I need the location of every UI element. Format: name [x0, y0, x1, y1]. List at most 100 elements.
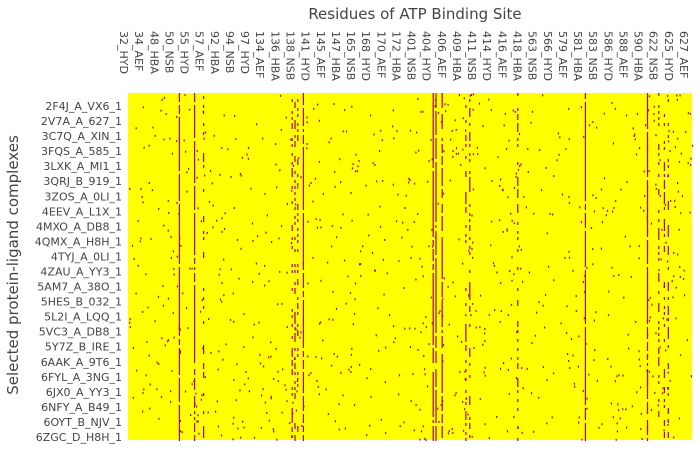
- heatmap-cell: [469, 285, 471, 288]
- heatmap-cell: [584, 132, 586, 135]
- heatmap-cell: [197, 420, 199, 423]
- heatmap-cell: [469, 351, 471, 354]
- heatmap-cell: [291, 201, 293, 204]
- heatmap-cell: [394, 337, 396, 340]
- heatmap-cell: [641, 438, 643, 440]
- heatmap-cell: [441, 288, 443, 291]
- heatmap-cell: [658, 339, 660, 342]
- heatmap-cell: [646, 396, 649, 399]
- heatmap-cell: [154, 320, 156, 323]
- heatmap-cell: [189, 108, 191, 111]
- heatmap-cell: [441, 309, 443, 312]
- heatmap-cell: [684, 294, 686, 297]
- heatmap-cell: [291, 393, 293, 396]
- heatmap-cell: [452, 281, 454, 284]
- heatmap-cell: [178, 120, 180, 123]
- heatmap-cell: [465, 336, 467, 339]
- heatmap-cell: [297, 372, 299, 375]
- heatmap-cell: [658, 147, 660, 150]
- heatmap-cell: [507, 369, 509, 371]
- heatmap-cell: [677, 137, 679, 140]
- heatmap-cell: [194, 351, 196, 354]
- heatmap-cell: [584, 234, 586, 237]
- heatmap-cell: [257, 235, 259, 238]
- heatmap-cell: [194, 321, 196, 324]
- heatmap-cell: [176, 201, 178, 204]
- heatmap-cell: [266, 214, 268, 217]
- heatmap-cell: [457, 335, 459, 338]
- heatmap-cell: [639, 206, 642, 209]
- heatmap-cell: [375, 334, 377, 337]
- heatmap-cell: [194, 171, 196, 174]
- heatmap-cell: [194, 240, 196, 243]
- heatmap-cell: [302, 282, 304, 285]
- heatmap-cell: [291, 309, 293, 312]
- heatmap-cell: [413, 429, 415, 432]
- heatmap-cell: [513, 187, 515, 189]
- heatmap-cell: [432, 135, 434, 138]
- heatmap-cell: [520, 163, 522, 166]
- heatmap-cell: [291, 288, 293, 291]
- heatmap-cell: [194, 204, 196, 207]
- heatmap-cell: [646, 150, 649, 153]
- heatmap-cell: [465, 138, 467, 141]
- heatmap-cell: [360, 250, 362, 253]
- heatmap-cell: [663, 183, 665, 186]
- heatmap-cell: [133, 257, 135, 260]
- heatmap-cell: [484, 328, 486, 330]
- heatmap-cell: [650, 222, 653, 225]
- heatmap-cell: [385, 346, 387, 349]
- heatmap-cell: [646, 255, 649, 258]
- heatmap-cell: [379, 205, 381, 208]
- heatmap-cell: [468, 294, 470, 297]
- heatmap-cell: [683, 277, 685, 280]
- heatmap-cell: [194, 216, 196, 219]
- heatmap-cell: [381, 139, 383, 142]
- heatmap-cell: [667, 318, 669, 321]
- heatmap-cell: [197, 207, 199, 210]
- heatmap-cell: [321, 357, 323, 360]
- heatmap-cell: [132, 347, 134, 349]
- heatmap-cell: [584, 141, 586, 144]
- heatmap-cell: [185, 150, 187, 153]
- heatmap-cell: [469, 219, 471, 222]
- heatmap-cell: [646, 357, 649, 360]
- heatmap-cell: [588, 124, 591, 127]
- heatmap-cell: [584, 396, 586, 399]
- heatmap-cell: [432, 381, 434, 384]
- heatmap-cell: [646, 330, 649, 333]
- heatmap-cell: [291, 246, 293, 249]
- heatmap-cell: [663, 246, 665, 249]
- heatmap-cell: [646, 216, 648, 219]
- heatmap-cell: [281, 411, 283, 414]
- heatmap-cell: [276, 186, 278, 189]
- heatmap-cell: [203, 372, 205, 375]
- heatmap-cell: [302, 138, 304, 141]
- x-tick-label: 147_HBA: [329, 31, 342, 81]
- heatmap-cell: [297, 108, 299, 111]
- heatmap-cell: [291, 264, 293, 267]
- heatmap-cell: [646, 195, 649, 198]
- heatmap-cell: [203, 105, 205, 108]
- heatmap-cell: [223, 258, 225, 261]
- heatmap-cell: [313, 107, 315, 110]
- heatmap-cell: [441, 159, 443, 162]
- heatmap-cell: [247, 377, 249, 380]
- heatmap-cell: [218, 350, 220, 353]
- y-tick-label: 6ZGC_D_H8H_1: [36, 431, 122, 444]
- heatmap-cell: [178, 378, 180, 381]
- heatmap-cell: [601, 423, 603, 426]
- heatmap-cell: [294, 339, 296, 342]
- heatmap-cell: [291, 420, 293, 423]
- heatmap-cell: [420, 110, 422, 113]
- heatmap-cell: [626, 426, 628, 429]
- heatmap-cell: [441, 261, 443, 264]
- heatmap-cell: [616, 422, 618, 425]
- heatmap-cell: [497, 156, 499, 159]
- heatmap-cell: [233, 379, 235, 382]
- heatmap-cell: [302, 264, 304, 267]
- heatmap-cell: [203, 351, 205, 354]
- heatmap-cell: [178, 267, 180, 270]
- heatmap-cell: [194, 396, 196, 399]
- heatmap-cell: [442, 192, 445, 195]
